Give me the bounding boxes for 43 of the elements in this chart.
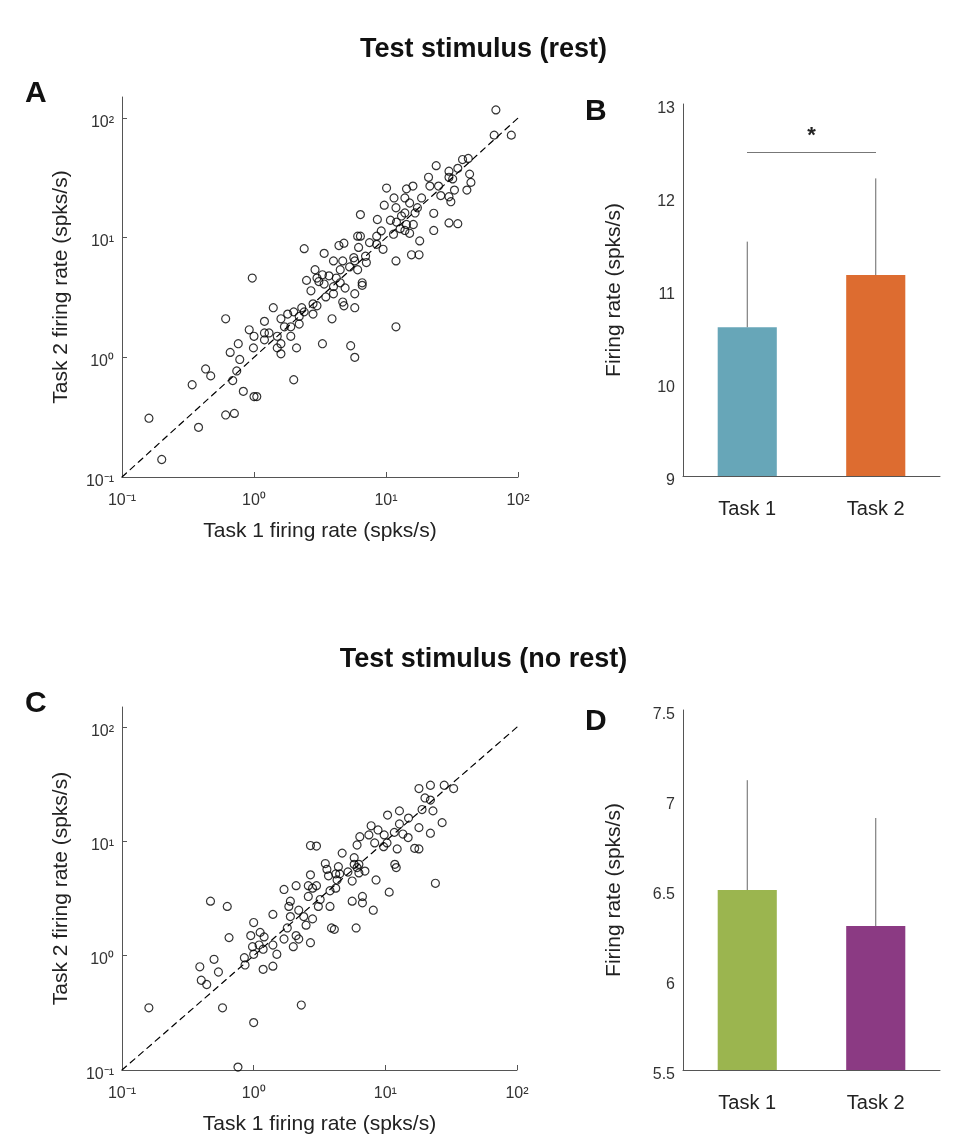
- x-tick-label: 10⁻¹: [107, 490, 137, 508]
- y-tick-label: 7.5: [652, 704, 676, 722]
- y-tick-label: 10⁰: [90, 950, 114, 968]
- y-tick-label: 7: [666, 794, 676, 812]
- y-tick-label: 10²: [90, 112, 115, 130]
- chart-title: Test stimulus (rest): [358, 33, 609, 64]
- y-axis-title: Task 2 firing rate (spks/s): [48, 771, 71, 1006]
- x-tick-label: 10⁰: [242, 490, 266, 508]
- y-axis-title: Task 2 firing rate (spks/s): [48, 170, 71, 404]
- x-tick-label: Task 2: [846, 497, 905, 519]
- x-tick-label: 10¹: [373, 1083, 397, 1101]
- y-tick-label: 10: [657, 377, 676, 395]
- chart-title: Test stimulus (no rest): [338, 643, 629, 674]
- x-tick-label: 10⁰: [241, 1083, 266, 1101]
- y-tick-label: 9: [666, 470, 676, 488]
- y-tick-label: 10²: [90, 721, 115, 739]
- x-tick-label: 10²: [505, 1083, 530, 1101]
- annotation: *: [806, 122, 817, 149]
- text: B: [585, 93, 607, 127]
- x-tick-label: 10¹: [374, 490, 398, 508]
- y-axis-title: Firing rate (spks/s): [601, 803, 624, 977]
- text: C: [25, 685, 47, 719]
- y-tick-label: 6.5: [652, 884, 676, 902]
- x-tick-label: Task 2: [846, 1091, 905, 1113]
- x-axis-title: Task 1 firing rate (spks/s): [202, 1111, 437, 1134]
- y-axis-title: Firing rate (spks/s): [601, 203, 624, 377]
- x-axis-title: Task 1 firing rate (spks/s): [203, 518, 437, 541]
- y-tick-label: 10¹: [90, 835, 114, 853]
- y-tick-label: 11: [658, 284, 676, 302]
- y-tick-label: 5.5: [652, 1064, 676, 1082]
- y-tick-label: 12: [657, 191, 676, 209]
- x-tick-label: 10²: [506, 490, 531, 508]
- text: D: [585, 703, 607, 737]
- x-tick-label: 10⁻¹: [107, 1083, 137, 1101]
- y-tick-label: 10¹: [90, 232, 114, 250]
- y-tick-label: 10⁻¹: [85, 1064, 114, 1082]
- y-tick-label: 10⁰: [90, 351, 114, 369]
- x-tick-label: Task 1: [718, 1091, 777, 1113]
- y-tick-label: 10⁻¹: [85, 471, 114, 489]
- y-tick-label: 6: [666, 974, 676, 992]
- x-tick-label: Task 1: [718, 497, 777, 519]
- text: A: [25, 75, 47, 109]
- y-tick-label: 13: [657, 98, 676, 116]
